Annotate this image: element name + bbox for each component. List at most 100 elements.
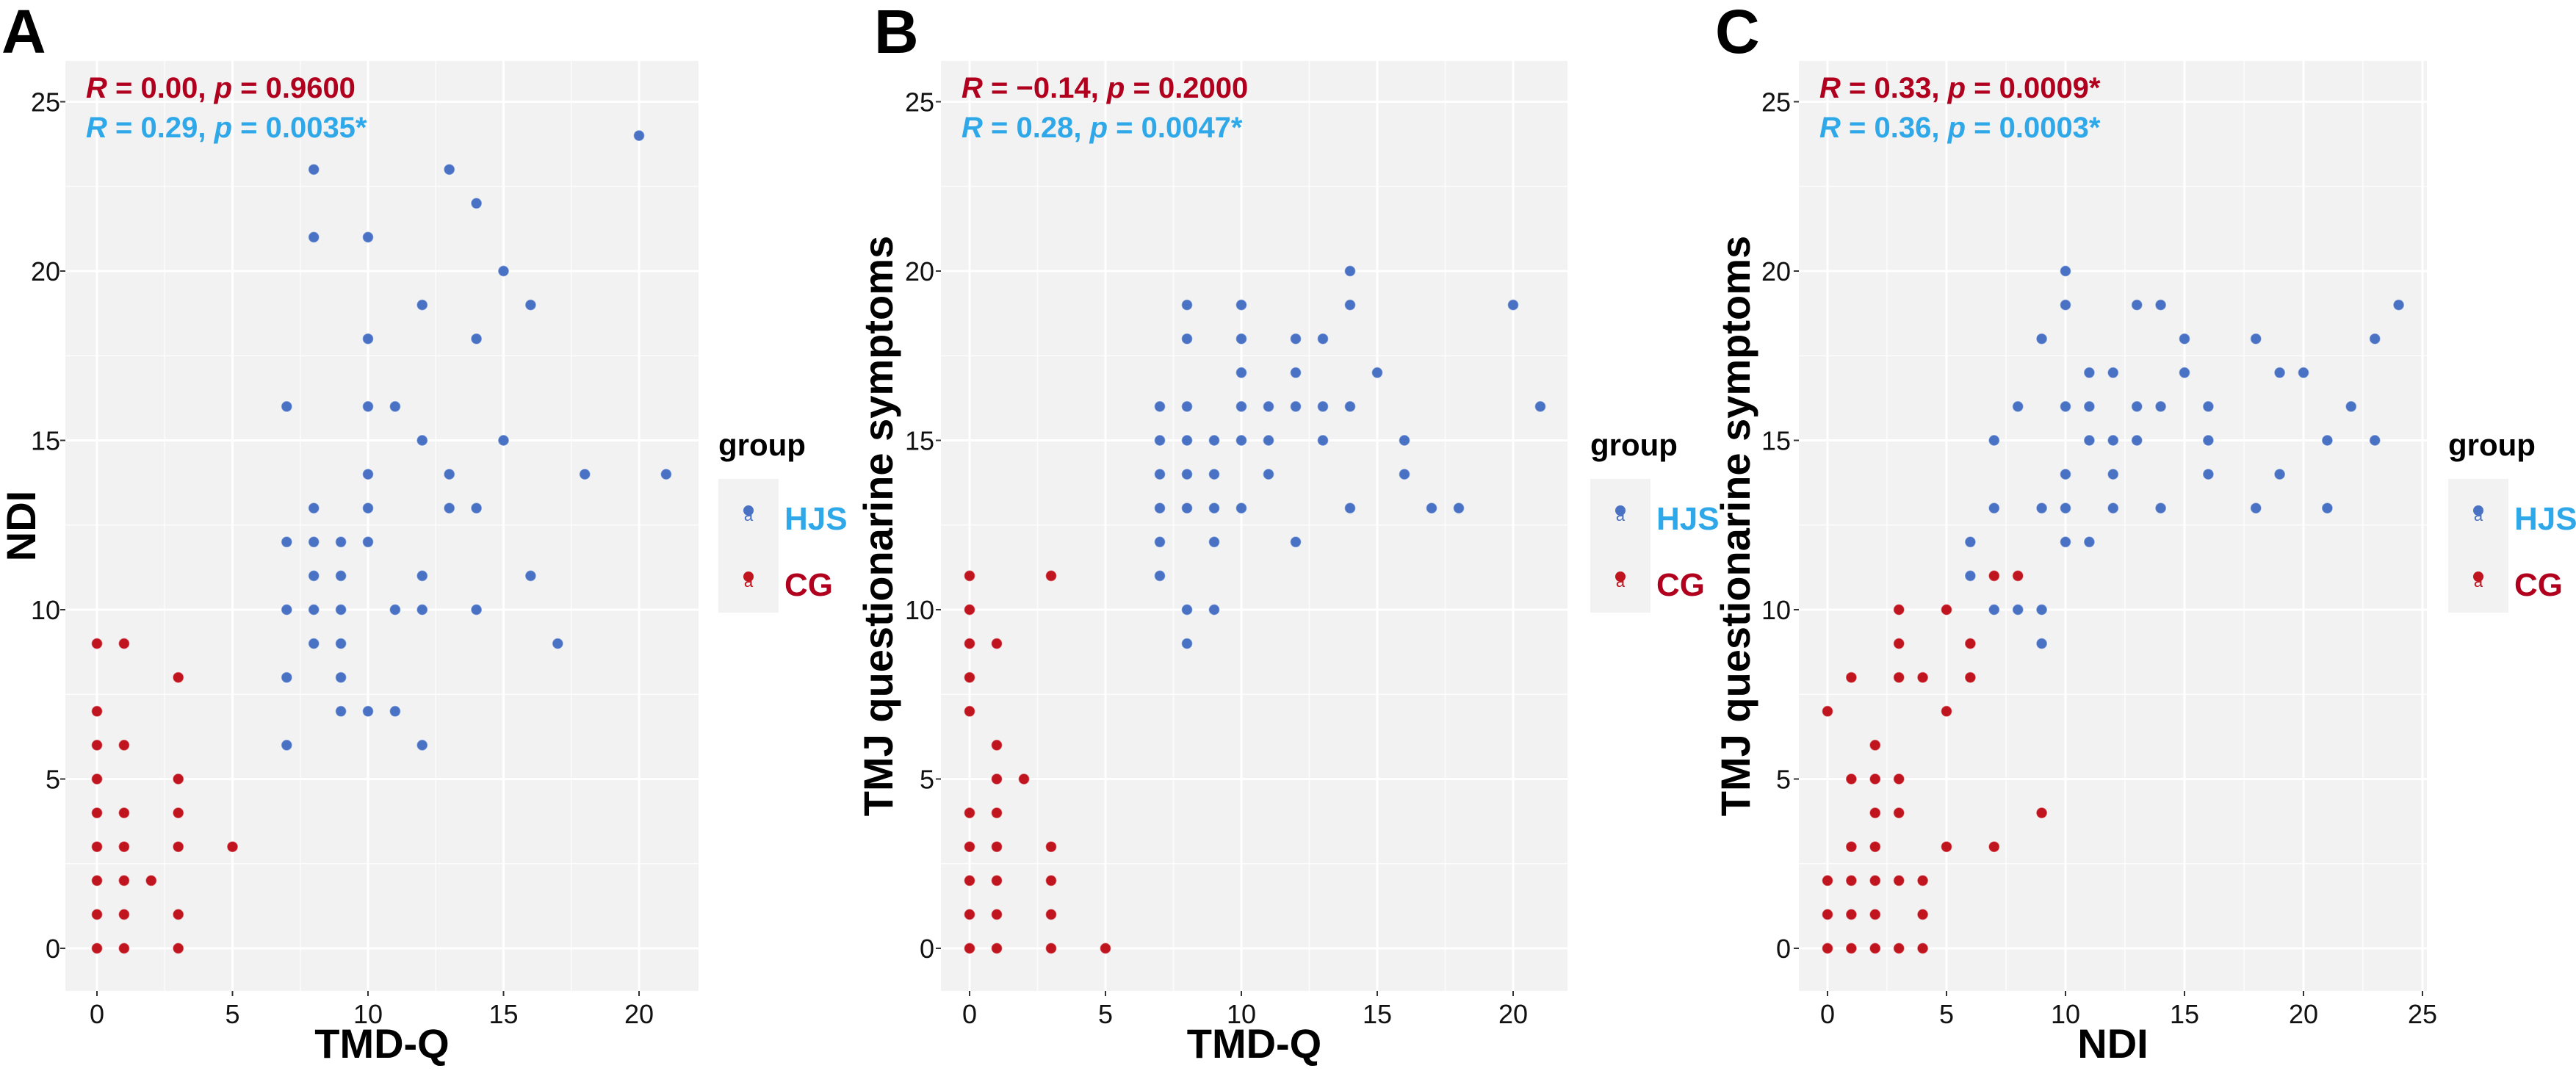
data-point-hjs: [2083, 367, 2096, 379]
data-point-hjs: [2321, 502, 2334, 514]
annotation-r-label: R: [962, 72, 983, 104]
data-point-cg: [1845, 671, 1858, 684]
data-point-cg: [1017, 773, 1031, 785]
data-point-hjs: [1180, 332, 1194, 345]
data-point-hjs: [416, 569, 429, 583]
data-point-hjs: [2321, 434, 2334, 447]
legend-key-hjs-point: [1615, 505, 1626, 516]
data-point-hjs: [2035, 502, 2048, 514]
data-point-hjs: [1262, 400, 1275, 413]
data-point-hjs: [1316, 434, 1330, 447]
annotation-p-label: p: [1947, 112, 1966, 144]
data-point-hjs: [1452, 502, 1465, 514]
data-point-cg: [172, 942, 184, 955]
annotation-r-value: = 0.28,: [983, 112, 1090, 144]
data-point-hjs: [389, 705, 402, 718]
data-point-hjs: [1398, 468, 1411, 480]
data-point-hjs: [1235, 298, 1248, 311]
legend-key-cg-point: [1615, 571, 1626, 582]
data-point-hjs: [524, 569, 537, 583]
data-point-hjs: [660, 468, 673, 480]
y-tick-label: 25: [31, 87, 60, 118]
legend-key-background: [718, 479, 779, 613]
panel-b: B 0 5 10 15 20 0 5 10 15 20 25 R = −0.14, p = 0.2000…: [855, 0, 1720, 1067]
y-tick-label: 15: [31, 426, 60, 456]
y-tick-label: 20: [905, 256, 934, 286]
legend-key-glyph: a: [2474, 506, 2483, 524]
data-point-cg: [90, 807, 104, 819]
x-axis-title: NDI: [2077, 1020, 2148, 1067]
data-point-hjs: [2202, 468, 2215, 480]
data-point-hjs: [1153, 400, 1166, 413]
data-point-cg: [1869, 773, 1882, 785]
data-point-cg: [1940, 840, 1953, 853]
data-point-hjs: [1180, 468, 1194, 480]
data-point-hjs: [281, 671, 293, 684]
y-tick-label: 15: [905, 426, 934, 456]
data-point-cg: [90, 908, 104, 921]
correlation-annotation-cg: R = 0.33, p = 0.0009*: [1819, 72, 2101, 104]
data-point-hjs: [1153, 434, 1166, 447]
data-point-cg: [963, 942, 976, 955]
data-point-cg: [1869, 739, 1882, 751]
data-point-hjs: [1343, 298, 1357, 311]
x-tick-label: 20: [1498, 999, 1528, 1029]
y-tick-label: 5: [1776, 765, 1791, 795]
data-point-hjs: [307, 569, 320, 583]
data-point-cg: [963, 569, 976, 583]
data-point-hjs: [307, 536, 320, 549]
correlation-annotation-hjs: R = 0.28, p = 0.0047*: [962, 112, 1243, 144]
data-point-hjs: [334, 536, 347, 549]
x-tick-label: 0: [1820, 999, 1835, 1029]
data-point-cg: [990, 874, 1003, 887]
data-point-cg: [2011, 569, 2024, 583]
data-point-cg: [1869, 874, 1882, 887]
data-point-cg: [1045, 874, 1058, 887]
x-tick-label: 5: [225, 999, 239, 1029]
legend: group a HJS a CG: [2448, 428, 2576, 613]
correlation-annotation-cg: R = 0.00, p = 0.9600: [86, 72, 356, 104]
data-point-hjs: [632, 129, 646, 142]
data-point-hjs: [1208, 434, 1221, 447]
legend-key-glyph: a: [744, 572, 754, 591]
annotation-p-label: p: [1947, 72, 1966, 104]
data-point-hjs: [2107, 434, 2120, 447]
legend-key-cg-point: [2473, 571, 2483, 582]
data-point-hjs: [2130, 400, 2143, 413]
data-point-hjs: [334, 705, 347, 718]
data-point-cg: [990, 773, 1003, 785]
data-point-cg: [1940, 603, 1953, 616]
annotation-r-label: R: [86, 72, 107, 104]
correlation-annotation-hjs: R = 0.36, p = 0.0003*: [1819, 112, 2101, 144]
data-point-hjs: [1534, 400, 1547, 413]
data-point-hjs: [1988, 434, 2001, 447]
data-point-cg: [2035, 807, 2048, 819]
data-point-hjs: [470, 197, 483, 210]
plot-background: [941, 61, 1567, 991]
y-tick-label: 10: [1761, 595, 1791, 625]
data-point-hjs: [307, 502, 320, 514]
data-point-hjs: [1371, 367, 1384, 379]
data-point-hjs: [2368, 434, 2381, 447]
x-tick-label: 10: [353, 999, 383, 1029]
data-point-cg: [90, 637, 104, 650]
data-point-hjs: [2273, 468, 2286, 480]
data-point-hjs: [389, 400, 402, 413]
data-point-hjs: [2273, 367, 2286, 379]
data-point-cg: [1892, 942, 1905, 955]
y-tick-label: 0: [920, 934, 934, 964]
annotation-r-value: = 0.33,: [1841, 72, 1948, 104]
y-tick-label: 10: [905, 595, 934, 625]
data-point-hjs: [2202, 400, 2215, 413]
data-point-cg: [1892, 807, 1905, 819]
data-point-hjs: [470, 603, 483, 616]
annotation-p-value: = 0.9600: [232, 72, 356, 104]
data-point-cg: [1964, 671, 1977, 684]
data-point-cg: [172, 840, 184, 853]
annotation-p-label: p: [1106, 72, 1125, 104]
legend-key-glyph: a: [1616, 506, 1626, 524]
data-point-hjs: [2345, 400, 2358, 413]
legend-label-cg: CG: [784, 567, 833, 603]
data-point-hjs: [361, 400, 375, 413]
